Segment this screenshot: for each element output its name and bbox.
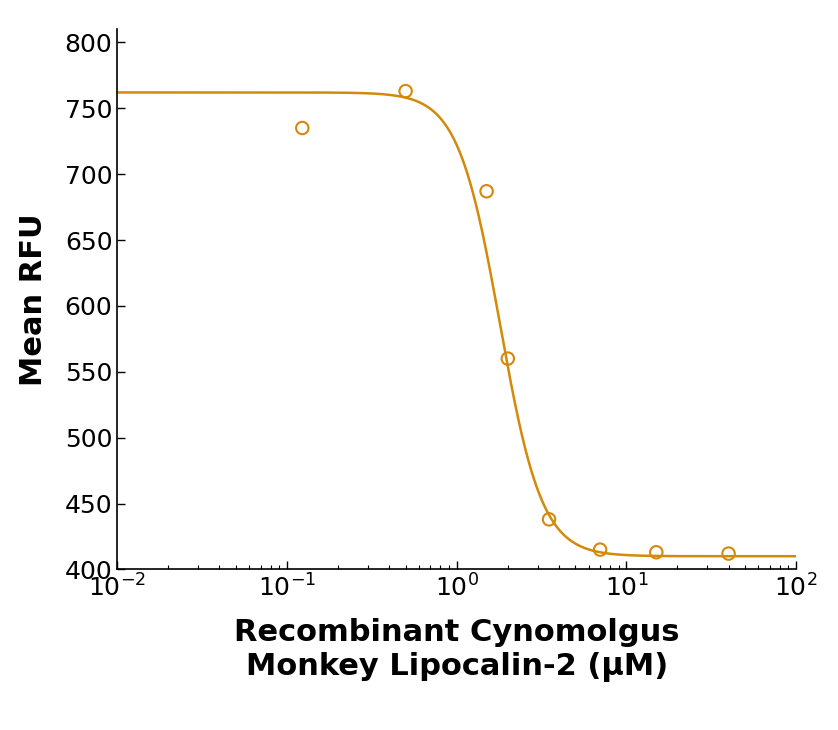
Point — [722, 548, 735, 559]
Point — [480, 185, 494, 197]
Point — [542, 513, 556, 525]
Point — [593, 544, 607, 556]
Point — [399, 85, 412, 97]
Point — [649, 547, 663, 558]
Y-axis label: Mean RFU: Mean RFU — [19, 213, 48, 385]
X-axis label: Recombinant Cynomolgus
Monkey Lipocalin-2 (μM): Recombinant Cynomolgus Monkey Lipocalin-… — [234, 618, 680, 682]
Point — [501, 353, 515, 364]
Point — [296, 122, 309, 134]
